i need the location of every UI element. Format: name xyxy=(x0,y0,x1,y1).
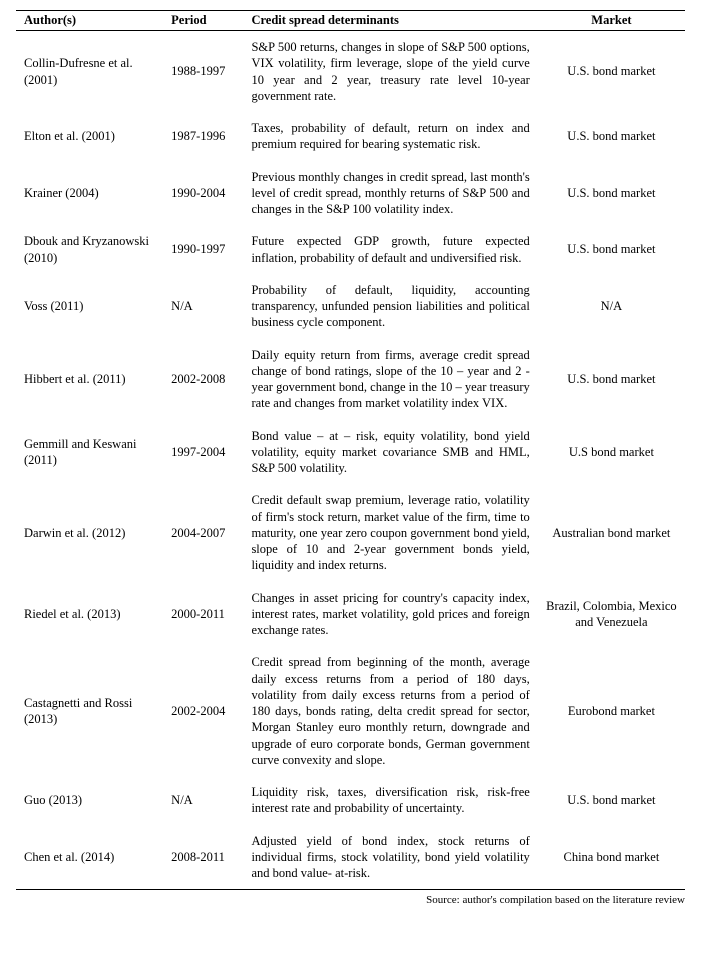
cell-authors: Collin-Dufresne et al. (2001) xyxy=(16,31,163,113)
cell-period: 2002-2008 xyxy=(163,339,243,420)
table-row: Riedel et al. (2013) 2000-2011 Changes i… xyxy=(16,582,685,647)
cell-market: U.S. bond market xyxy=(538,225,685,274)
cell-period: 1990-1997 xyxy=(163,225,243,274)
header-market: Market xyxy=(538,11,685,31)
table-row: Castagnetti and Rossi (2013) 2002-2004 C… xyxy=(16,646,685,776)
cell-market: Brazil, Colombia, Mexico and Venezuela xyxy=(538,582,685,647)
cell-period: 1997-2004 xyxy=(163,420,243,485)
cell-period: 2002-2004 xyxy=(163,646,243,776)
table-row: Krainer (2004) 1990-2004 Previous monthl… xyxy=(16,161,685,226)
table-row: Voss (2011) N/A Probability of default, … xyxy=(16,274,685,339)
cell-period: 2008-2011 xyxy=(163,825,243,890)
cell-market: China bond market xyxy=(538,825,685,890)
source-note: Source: author's compilation based on th… xyxy=(16,894,685,906)
cell-determinants: Daily equity return from firms, average … xyxy=(243,339,537,420)
cell-determinants: Adjusted yield of bond index, stock retu… xyxy=(243,825,537,890)
cell-authors: Chen et al. (2014) xyxy=(16,825,163,890)
cell-authors: Voss (2011) xyxy=(16,274,163,339)
cell-period: 1987-1996 xyxy=(163,112,243,161)
header-determinants: Credit spread determinants xyxy=(243,11,537,31)
cell-authors: Dbouk and Kryzanowski (2010) xyxy=(16,225,163,274)
cell-determinants: Credit spread from beginning of the mont… xyxy=(243,646,537,776)
cell-period: N/A xyxy=(163,274,243,339)
cell-market: U.S. bond market xyxy=(538,31,685,113)
cell-determinants: Liquidity risk, taxes, diversification r… xyxy=(243,776,537,825)
cell-authors: Castagnetti and Rossi (2013) xyxy=(16,646,163,776)
cell-authors: Gemmill and Keswani (2011) xyxy=(16,420,163,485)
header-period: Period xyxy=(163,11,243,31)
cell-authors: Riedel et al. (2013) xyxy=(16,582,163,647)
table-row: Dbouk and Kryzanowski (2010) 1990-1997 F… xyxy=(16,225,685,274)
cell-determinants: S&P 500 returns, changes in slope of S&P… xyxy=(243,31,537,113)
table-row: Hibbert et al. (2011) 2002-2008 Daily eq… xyxy=(16,339,685,420)
table-row: Guo (2013) N/A Liquidity risk, taxes, di… xyxy=(16,776,685,825)
table-header-row: Author(s) Period Credit spread determina… xyxy=(16,11,685,31)
cell-market: U.S bond market xyxy=(538,420,685,485)
cell-market: Australian bond market xyxy=(538,484,685,581)
cell-determinants: Taxes, probability of default, return on… xyxy=(243,112,537,161)
table-row: Elton et al. (2001) 1987-1996 Taxes, pro… xyxy=(16,112,685,161)
table-row: Collin-Dufresne et al. (2001) 1988-1997 … xyxy=(16,31,685,113)
cell-market: Eurobond market xyxy=(538,646,685,776)
cell-determinants: Future expected GDP growth, future expec… xyxy=(243,225,537,274)
cell-period: N/A xyxy=(163,776,243,825)
cell-authors: Guo (2013) xyxy=(16,776,163,825)
cell-determinants: Bond value – at – risk, equity volatilit… xyxy=(243,420,537,485)
cell-determinants: Previous monthly changes in credit sprea… xyxy=(243,161,537,226)
cell-market: U.S. bond market xyxy=(538,339,685,420)
cell-authors: Darwin et al. (2012) xyxy=(16,484,163,581)
cell-determinants: Credit default swap premium, leverage ra… xyxy=(243,484,537,581)
cell-period: 2004-2007 xyxy=(163,484,243,581)
credit-spread-table: Author(s) Period Credit spread determina… xyxy=(16,10,685,890)
cell-authors: Hibbert et al. (2011) xyxy=(16,339,163,420)
cell-authors: Krainer (2004) xyxy=(16,161,163,226)
table-row: Gemmill and Keswani (2011) 1997-2004 Bon… xyxy=(16,420,685,485)
table-row: Chen et al. (2014) 2008-2011 Adjusted yi… xyxy=(16,825,685,890)
cell-period: 1990-2004 xyxy=(163,161,243,226)
cell-market: U.S. bond market xyxy=(538,776,685,825)
cell-determinants: Probability of default, liquidity, accou… xyxy=(243,274,537,339)
cell-authors: Elton et al. (2001) xyxy=(16,112,163,161)
header-authors: Author(s) xyxy=(16,11,163,31)
cell-period: 1988-1997 xyxy=(163,31,243,113)
cell-determinants: Changes in asset pricing for country's c… xyxy=(243,582,537,647)
cell-market: U.S. bond market xyxy=(538,161,685,226)
cell-period: 2000-2011 xyxy=(163,582,243,647)
cell-market: U.S. bond market xyxy=(538,112,685,161)
table-row: Darwin et al. (2012) 2004-2007 Credit de… xyxy=(16,484,685,581)
cell-market: N/A xyxy=(538,274,685,339)
